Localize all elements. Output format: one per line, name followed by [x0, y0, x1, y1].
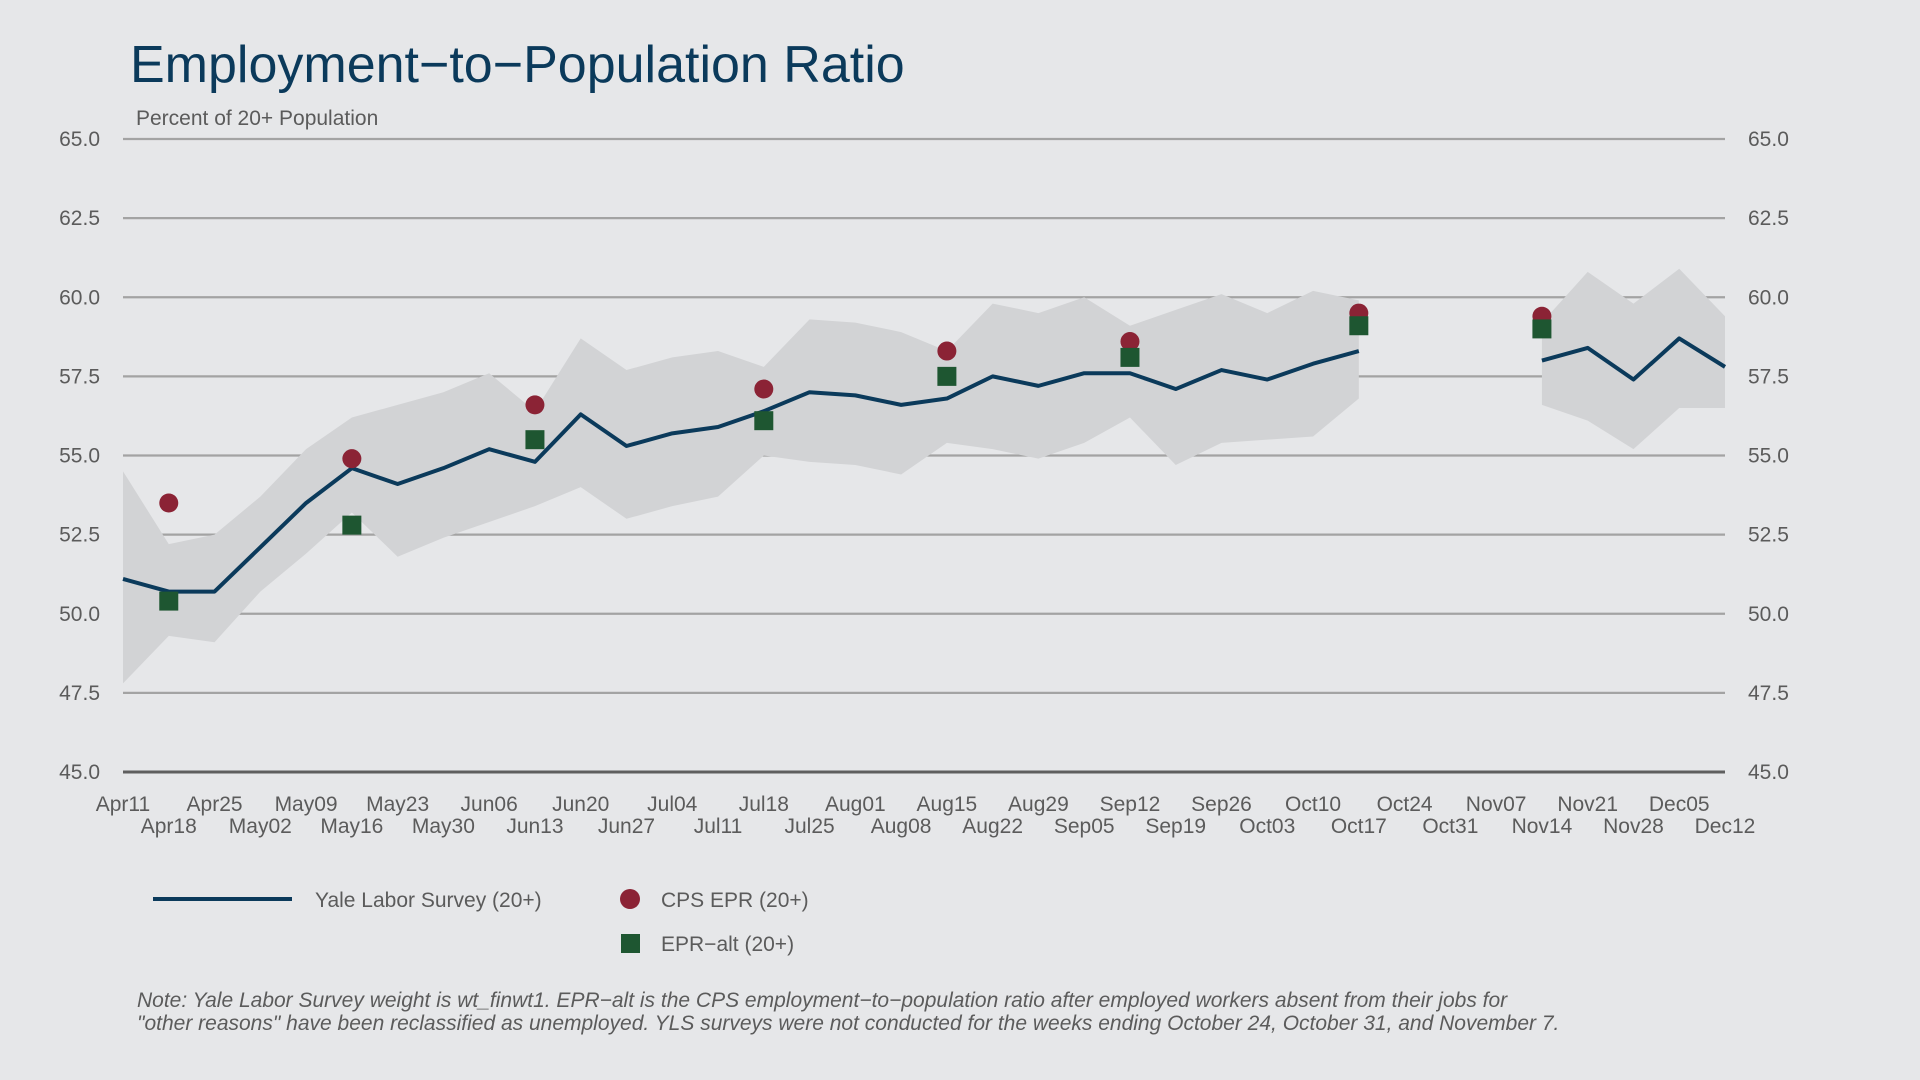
cps-point — [342, 449, 362, 469]
x-tick-label: Oct24 — [1377, 793, 1433, 816]
y-tick-label-right: 52.5 — [1748, 524, 1789, 547]
epr-alt-point — [937, 366, 957, 386]
x-tick-label: Jun13 — [506, 815, 563, 838]
x-tick-label: Apr11 — [96, 793, 150, 816]
epr-alt-point — [1349, 316, 1369, 336]
legend: Yale Labor Survey (20+) CPS EPR (20+) EP… — [153, 889, 809, 956]
y-tick-label-left: 47.5 — [59, 682, 100, 705]
x-tick-label: Jul25 — [784, 815, 834, 838]
chart-subtitle: Percent of 20+ Population — [136, 107, 378, 130]
epr-alt-point — [342, 515, 362, 535]
y-tick-label-left: 55.0 — [59, 445, 100, 468]
marker-layer — [159, 303, 1552, 611]
legend-yls-label: Yale Labor Survey (20+) — [315, 889, 542, 912]
y-tick-label-left: 57.5 — [59, 365, 100, 388]
yls-series-line — [122, 336, 1727, 594]
x-tick-label: Jul18 — [739, 793, 789, 816]
x-tick-label: Aug01 — [825, 793, 886, 816]
y-tick-label-right: 45.0 — [1748, 761, 1789, 784]
yls-line-segment — [122, 349, 1360, 594]
x-tick-label: Nov07 — [1466, 793, 1527, 816]
x-tick-label: Jun27 — [598, 815, 655, 838]
x-tick-label: Sep05 — [1054, 815, 1115, 838]
cps-point — [159, 493, 179, 513]
x-tick-label: Nov21 — [1557, 793, 1618, 816]
yls-line-segment — [1541, 336, 1727, 382]
x-tick-label: May30 — [412, 815, 475, 838]
cps-point — [754, 379, 774, 399]
x-tick-label: Apr25 — [187, 793, 243, 816]
y-tick-label-right: 55.0 — [1748, 445, 1789, 468]
x-tick-labels: Apr11Apr18Apr25May02May09May16May23May30… — [96, 793, 1756, 838]
y-tick-label-right: 47.5 — [1748, 682, 1789, 705]
x-tick-label: Sep19 — [1145, 815, 1206, 838]
x-tick-label: Aug08 — [871, 815, 932, 838]
x-tick-label: May09 — [275, 793, 338, 816]
x-tick-label: Dec05 — [1649, 793, 1710, 816]
x-tick-label: Jun20 — [552, 793, 609, 816]
confidence-band — [123, 268, 1725, 684]
legend-cps-label: CPS EPR (20+) — [661, 889, 809, 912]
y-tick-label-right: 62.5 — [1748, 207, 1789, 230]
x-tick-label: Oct31 — [1422, 815, 1478, 838]
y-tick-label-left: 52.5 — [59, 524, 100, 547]
x-tick-label: Jul11 — [694, 815, 743, 838]
x-tick-label: May16 — [320, 815, 383, 838]
note-line-1: Note: Yale Labor Survey weight is wt_fin… — [137, 989, 1508, 1012]
x-tick-label: Sep26 — [1191, 793, 1252, 816]
epr-alt-point — [159, 591, 179, 611]
cps-point — [937, 341, 957, 361]
y-tick-label-right: 50.0 — [1748, 603, 1789, 626]
band-segment — [1541, 268, 1725, 450]
epr-alt-point — [1120, 347, 1140, 367]
x-tick-label: May23 — [366, 793, 429, 816]
chart-title: Employment−to−Population Ratio — [130, 36, 905, 94]
x-tick-label: Apr18 — [141, 815, 197, 838]
epr-alt-point — [1532, 319, 1552, 339]
y-tick-label-right: 65.0 — [1748, 128, 1789, 151]
x-tick-label: Aug29 — [1008, 793, 1069, 816]
legend-square-swatch — [621, 934, 640, 953]
y-tick-label-left: 65.0 — [59, 128, 100, 151]
x-tick-label: Aug15 — [917, 793, 978, 816]
x-tick-label: Aug22 — [962, 815, 1023, 838]
x-tick-label: Oct10 — [1285, 793, 1341, 816]
cps-point — [1120, 332, 1140, 352]
legend-alt-label: EPR−alt (20+) — [661, 933, 794, 956]
y-tick-label-right: 60.0 — [1748, 286, 1789, 309]
y-tick-label-left: 50.0 — [59, 603, 100, 626]
y-tick-label-left: 60.0 — [59, 286, 100, 309]
x-tick-label: May02 — [229, 815, 292, 838]
legend-circle-swatch — [620, 889, 640, 909]
x-tick-label: Nov28 — [1603, 815, 1664, 838]
y-tick-label-left: 62.5 — [59, 207, 100, 230]
epr-alt-point — [525, 430, 545, 450]
x-tick-label: Sep12 — [1100, 793, 1161, 816]
x-tick-label: Oct03 — [1239, 815, 1295, 838]
x-tick-label: Jul04 — [647, 793, 698, 816]
epr-alt-point — [754, 411, 774, 431]
x-tick-label: Dec12 — [1695, 815, 1756, 838]
y-tick-label-right: 57.5 — [1748, 365, 1789, 388]
x-tick-label: Jun06 — [461, 793, 518, 816]
x-tick-label: Oct17 — [1331, 815, 1387, 838]
note-line-2: "other reasons" have been reclassified a… — [137, 1012, 1559, 1035]
cps-point — [525, 395, 545, 415]
band-segment — [123, 290, 1359, 684]
x-tick-label: Nov14 — [1512, 815, 1573, 838]
y-tick-label-left: 45.0 — [59, 761, 100, 784]
